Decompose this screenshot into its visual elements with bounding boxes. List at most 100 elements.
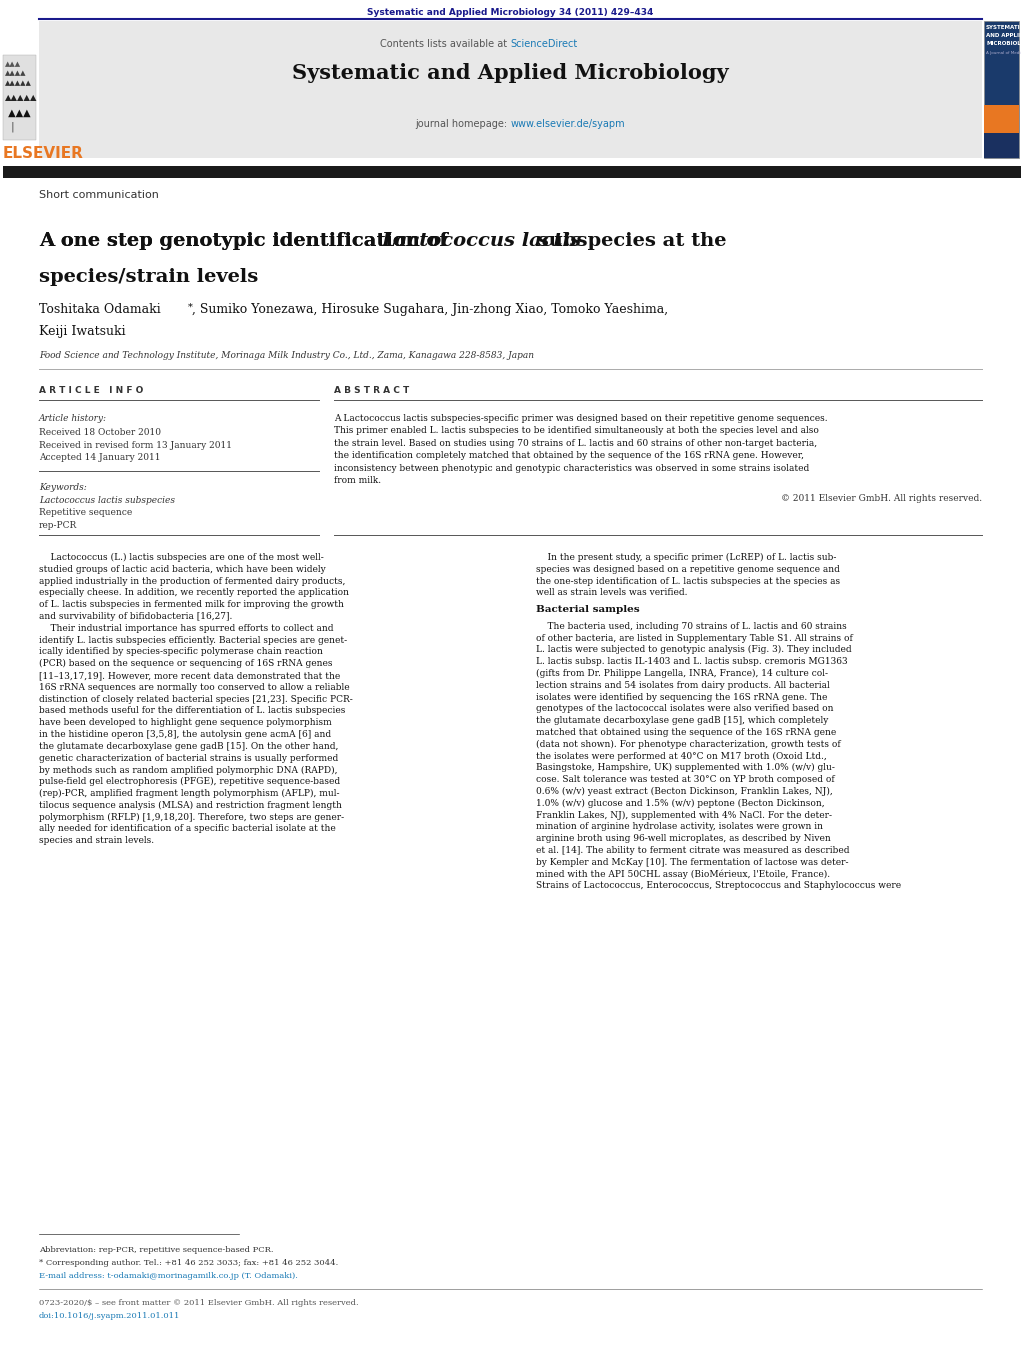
Text: A B S T R A C T: A B S T R A C T [334,386,409,394]
Text: *: * [188,303,192,312]
Text: of L. lactis subspecies in fermented milk for improving the growth: of L. lactis subspecies in fermented mil… [39,600,344,609]
Text: of other bacteria, are listed in Supplementary Table S1. All strains of: of other bacteria, are listed in Supplem… [535,634,853,643]
Text: rep-PCR: rep-PCR [39,521,78,530]
Text: ically identified by species-specific polymerase chain reaction: ically identified by species-specific po… [39,647,323,657]
Text: pulse-field gel electrophoresis (PFGE), repetitive sequence-based: pulse-field gel electrophoresis (PFGE), … [39,777,340,786]
Text: A one step genotypic identification of: A one step genotypic identification of [39,232,454,250]
Text: ▲▲▲▲: ▲▲▲▲ [4,70,26,76]
Text: A R T I C L E   I N F O: A R T I C L E I N F O [39,386,143,394]
Text: 0723-2020/$ – see front matter © 2011 Elsevier GmbH. All rights reserved.: 0723-2020/$ – see front matter © 2011 El… [39,1300,358,1306]
Text: in the histidine operon [3,5,8], the autolysin gene acmA [6] and: in the histidine operon [3,5,8], the aut… [39,730,331,739]
Text: species and strain levels.: species and strain levels. [39,836,154,846]
Text: Basingstoke, Hampshire, UK) supplemented with 1.0% (w/v) glu-: Basingstoke, Hampshire, UK) supplemented… [535,763,834,773]
Text: the one-step identification of L. lactis subspecies at the species as: the one-step identification of L. lactis… [535,577,839,585]
Text: arginine broth using 96-well microplates, as described by Niven: arginine broth using 96-well microplates… [535,834,830,843]
Text: A Journal of Medical Mycology: A Journal of Medical Mycology [986,51,1021,55]
Bar [3,166,1021,178]
Text: A one step genotypic identification of: A one step genotypic identification of [39,232,454,250]
Text: ▲▲▲▲▲: ▲▲▲▲▲ [4,80,32,86]
Text: AND APPLIED: AND APPLIED [986,32,1021,38]
Text: applied industrially in the production of fermented dairy products,: applied industrially in the production o… [39,577,345,585]
Text: studied groups of lactic acid bacteria, which have been widely: studied groups of lactic acid bacteria, … [39,565,326,574]
Text: Short communication: Short communication [39,190,159,200]
Text: from milk.: from milk. [334,477,381,485]
Text: Lactococcus (L.) lactis subspecies are one of the most well-: Lactococcus (L.) lactis subspecies are o… [39,553,324,562]
Text: journal homepage:: journal homepage: [416,119,510,128]
Text: isolates were identified by sequencing the 16S rRNA gene. The: isolates were identified by sequencing t… [535,693,827,701]
Text: mination of arginine hydrolase activity, isolates were grown in: mination of arginine hydrolase activity,… [535,823,823,831]
Text: Toshitaka Odamaki: Toshitaka Odamaki [39,303,160,316]
Text: cose. Salt tolerance was tested at 30°C on YP broth composed of: cose. Salt tolerance was tested at 30°C … [535,775,834,784]
Text: [11–13,17,19]. However, more recent data demonstrated that the: [11–13,17,19]. However, more recent data… [39,671,340,680]
Text: L. lactis were subjected to genotypic analysis (Fig. 3). They included: L. lactis were subjected to genotypic an… [535,646,852,654]
Text: genetic characterization of bacterial strains is usually performed: genetic characterization of bacterial st… [39,754,338,762]
Text: by methods such as random amplified polymorphic DNA (RAPD),: by methods such as random amplified poly… [39,766,338,774]
Text: Keiji Iwatsuki: Keiji Iwatsuki [39,326,126,338]
Text: mined with the API 50CHL assay (BioMérieux, l'Etoile, France).: mined with the API 50CHL assay (BioMérie… [535,870,830,880]
Text: the strain level. Based on studies using 70 strains of L. lactis and 60 strains : the strain level. Based on studies using… [334,439,817,449]
Text: the glutamate decarboxylase gene gadB [15]. On the other hand,: the glutamate decarboxylase gene gadB [1… [39,742,338,751]
Text: subspecies at the: subspecies at the [531,232,727,250]
Text: especially cheese. In addition, we recently reported the application: especially cheese. In addition, we recen… [39,589,349,597]
Text: the glutamate decarboxylase gene gadB [15], which completely: the glutamate decarboxylase gene gadB [1… [535,716,828,725]
Text: based methods useful for the differentiation of L. lactis subspecies: based methods useful for the differentia… [39,707,345,716]
Text: (gifts from Dr. Philippe Langella, INRA, France), 14 culture col-: (gifts from Dr. Philippe Langella, INRA,… [535,669,827,678]
Text: the identification completely matched that obtained by the sequence of the 16S r: the identification completely matched th… [334,451,804,461]
Text: L. lactis subsp. lactis IL-1403 and L. lactis subsp. cremoris MG1363: L. lactis subsp. lactis IL-1403 and L. l… [535,657,847,666]
Text: MICROBIOLOGY: MICROBIOLOGY [986,41,1021,46]
Text: www.elsevier.de/syapm: www.elsevier.de/syapm [510,119,625,128]
Text: genotypes of the lactococcal isolates were also verified based on: genotypes of the lactococcal isolates we… [535,704,833,713]
Text: species/strain levels: species/strain levels [39,267,258,286]
Text: SYSTEMATIC: SYSTEMATIC [986,26,1021,30]
Text: Lactococcus lactis subspecies: Lactococcus lactis subspecies [39,496,175,505]
Text: This primer enabled L. lactis subspecies to be identified simultaneously at both: This primer enabled L. lactis subspecies… [334,427,819,435]
Text: Received in revised form 13 January 2011: Received in revised form 13 January 2011 [39,440,232,450]
Text: * Corresponding author. Tel.: +81 46 252 3033; fax: +81 46 252 3044.: * Corresponding author. Tel.: +81 46 252… [39,1259,338,1267]
Bar [3,55,36,141]
Text: (data not shown). For phenotype characterization, growth tests of: (data not shown). For phenotype characte… [535,740,840,748]
Text: (rep)-PCR, amplified fragment length polymorphism (AFLP), mul-: (rep)-PCR, amplified fragment length pol… [39,789,340,798]
Text: doi:10.1016/j.syapm.2011.01.011: doi:10.1016/j.syapm.2011.01.011 [39,1312,181,1320]
Text: ▲▲▲: ▲▲▲ [4,61,20,68]
Text: matched that obtained using the sequence of the 16S rRNA gene: matched that obtained using the sequence… [535,728,836,736]
Text: tilocus sequence analysis (MLSA) and restriction fragment length: tilocus sequence analysis (MLSA) and res… [39,801,342,811]
Bar [984,132,1019,158]
Text: Received 18 October 2010: Received 18 October 2010 [39,428,161,436]
Text: by Kempler and McKay [10]. The fermentation of lactose was deter-: by Kempler and McKay [10]. The fermentat… [535,858,848,867]
Text: lection strains and 54 isolates from dairy products. All bacterial: lection strains and 54 isolates from dai… [535,681,829,690]
Text: 16S rRNA sequences are normally too conserved to allow a reliable: 16S rRNA sequences are normally too cons… [39,682,349,692]
Text: The bacteria used, including 70 strains of L. lactis and 60 strains: The bacteria used, including 70 strains … [535,621,846,631]
Text: have been developed to highlight gene sequence polymorphism: have been developed to highlight gene se… [39,719,332,727]
Text: In the present study, a specific primer (LcREP) of L. lactis sub-: In the present study, a specific primer … [535,553,836,562]
Text: E-mail address: t-odamaki@morinagamilk.co.jp (T. Odamaki).: E-mail address: t-odamaki@morinagamilk.c… [39,1273,298,1279]
Text: Keywords:: Keywords: [39,484,87,493]
Text: Food Science and Technology Institute, Morinaga Milk Industry Co., Ltd., Zama, K: Food Science and Technology Institute, M… [39,351,534,359]
Text: Contents lists available at: Contents lists available at [380,39,510,49]
Text: species was designed based on a repetitive genome sequence and: species was designed based on a repetiti… [535,565,839,574]
Text: Lactococcus lactis: Lactococcus lactis [381,232,581,250]
Text: Systematic and Applied Microbiology 34 (2011) 429–434: Systematic and Applied Microbiology 34 (… [368,8,653,18]
Text: identify L. lactis subspecies efficiently. Bacterial species are genet-: identify L. lactis subspecies efficientl… [39,635,347,644]
Text: well as strain levels was verified.: well as strain levels was verified. [535,589,687,597]
Text: the isolates were performed at 40°C on M17 broth (Oxoid Ltd.,: the isolates were performed at 40°C on M… [535,751,826,761]
Text: Bacterial samples: Bacterial samples [535,605,639,615]
Text: Their industrial importance has spurred efforts to collect and: Their industrial importance has spurred … [39,624,334,632]
Text: and survivability of bifidobacteria [16,27].: and survivability of bifidobacteria [16,… [39,612,233,621]
Bar [984,105,1019,132]
Text: Systematic and Applied Microbiology: Systematic and Applied Microbiology [292,63,729,82]
Text: ▲▲▲: ▲▲▲ [4,108,31,118]
Bar [984,22,1019,158]
Text: Repetitive sequence: Repetitive sequence [39,508,133,517]
Text: polymorphism (RFLP) [1,9,18,20]. Therefore, two steps are gener-: polymorphism (RFLP) [1,9,18,20]. Therefo… [39,812,344,821]
Text: Abbreviation: rep-PCR, repetitive sequence-based PCR.: Abbreviation: rep-PCR, repetitive sequen… [39,1246,274,1254]
Text: inconsistency between phenotypic and genotypic characteristics was observed in s: inconsistency between phenotypic and gen… [334,463,810,473]
Text: Accepted 14 January 2011: Accepted 14 January 2011 [39,453,160,462]
Text: Franklin Lakes, NJ), supplemented with 4% NaCl. For the deter-: Franklin Lakes, NJ), supplemented with 4… [535,811,831,820]
Text: Article history:: Article history: [39,413,107,423]
Text: (PCR) based on the sequence or sequencing of 16S rRNA genes: (PCR) based on the sequence or sequencin… [39,659,333,669]
Text: |: | [4,122,14,131]
Text: Strains of Lactococcus, Enterococcus, Streptococcus and Staphylococcus were: Strains of Lactococcus, Enterococcus, St… [535,881,901,890]
Text: distinction of closely related bacterial species [21,23]. Specific PCR-: distinction of closely related bacterial… [39,694,352,704]
Text: et al. [14]. The ability to ferment citrate was measured as described: et al. [14]. The ability to ferment citr… [535,846,849,855]
Text: , Sumiko Yonezawa, Hirosuke Sugahara, Jin-zhong Xiao, Tomoko Yaeshima,: , Sumiko Yonezawa, Hirosuke Sugahara, Ji… [192,303,668,316]
